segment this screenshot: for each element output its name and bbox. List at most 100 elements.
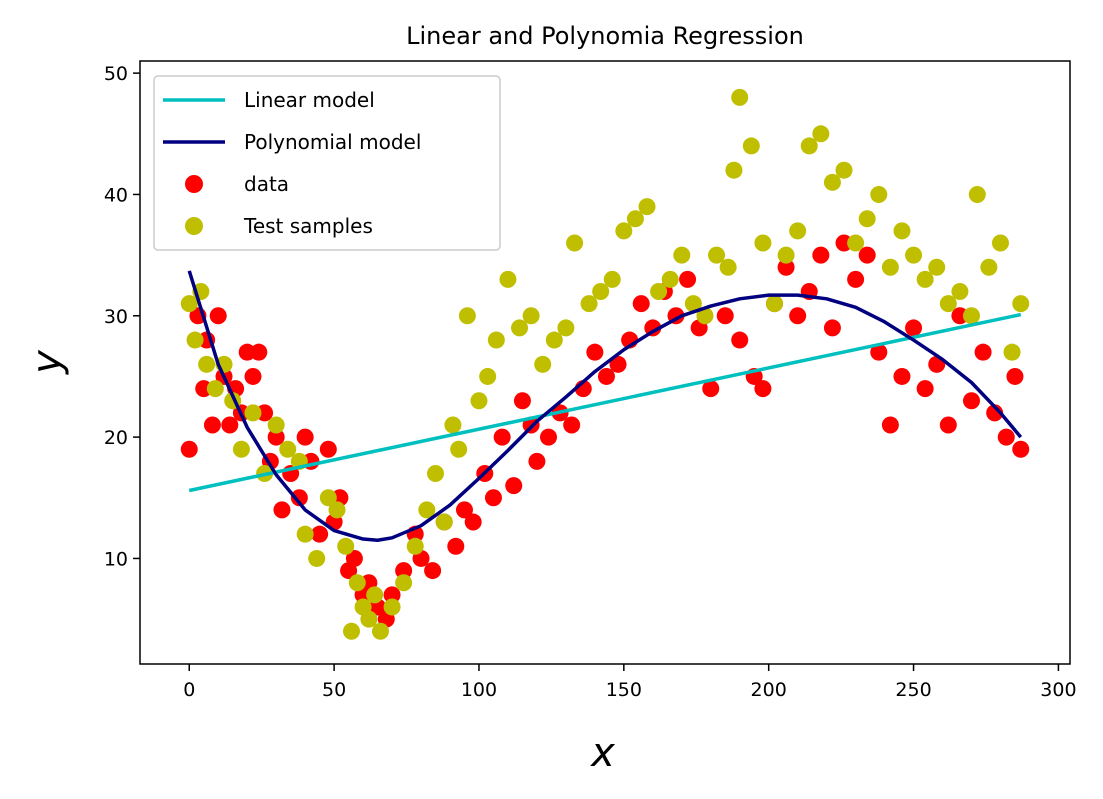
point-test-samples: [435, 513, 453, 531]
point-data: [395, 562, 413, 580]
legend-label-linear-model: Linear model: [244, 88, 375, 112]
point-test-samples: [371, 622, 389, 640]
point-data: [540, 428, 558, 446]
point-test-samples: [812, 125, 830, 143]
point-test-samples: [765, 295, 783, 313]
point-test-samples: [661, 270, 679, 288]
point-test-samples: [186, 331, 204, 349]
point-test-samples: [308, 549, 326, 567]
x-axis-ticks: 0 50 100 150 200 250 300: [183, 664, 1077, 701]
point-data: [597, 367, 615, 385]
x-axis-label: x: [589, 730, 615, 776]
point-data: [563, 416, 581, 434]
point-data: [383, 586, 401, 604]
line-linear-model: [188, 312, 1022, 493]
point-test-samples: [968, 185, 986, 203]
point-test-samples: [206, 380, 224, 398]
point-data: [754, 380, 772, 398]
y-axis-label: y: [24, 349, 70, 375]
point-test-samples: [603, 270, 621, 288]
point-data: [847, 270, 865, 288]
point-test-samples: [499, 270, 517, 288]
point-test-samples: [905, 246, 923, 264]
point-test-samples: [847, 234, 865, 252]
point-data: [447, 537, 465, 555]
point-data: [789, 307, 807, 325]
point-data: [484, 489, 502, 507]
point-data: [180, 440, 198, 458]
point-data: [812, 246, 830, 264]
point-data: [319, 440, 337, 458]
point-data: [609, 355, 627, 373]
y-tick-label: 40: [104, 184, 128, 206]
point-test-samples: [991, 234, 1009, 252]
point-data: [290, 489, 308, 507]
point-test-samples: [383, 598, 401, 616]
x-tick-label: 0: [183, 679, 195, 701]
x-tick-label: 250: [895, 679, 931, 701]
y-tick-label: 30: [104, 306, 128, 328]
point-data: [513, 392, 531, 410]
point-test-samples: [348, 574, 366, 592]
legend-label-polynomial-model: Polynomial model: [244, 130, 421, 154]
point-data: [424, 562, 442, 580]
point-data: [632, 295, 650, 313]
point-data: [244, 367, 262, 385]
point-data: [939, 416, 957, 434]
point-data: [858, 246, 876, 264]
point-test-samples: [928, 258, 946, 276]
point-test-samples: [319, 489, 337, 507]
point-data: [345, 549, 363, 567]
point-data: [273, 501, 291, 519]
point-test-samples: [366, 586, 384, 604]
series-test-samples: [180, 88, 1030, 640]
point-test-samples: [395, 574, 413, 592]
x-tick-label: 300: [1040, 679, 1076, 701]
point-test-samples: [800, 137, 818, 155]
legend-swatch-test-samples: [185, 217, 203, 235]
point-data: [716, 307, 734, 325]
x-tick-label: 100: [461, 679, 497, 701]
point-data: [870, 343, 888, 361]
point-test-samples: [638, 198, 656, 216]
point-test-samples: [980, 258, 998, 276]
point-data: [311, 525, 329, 543]
point-test-samples: [893, 222, 911, 240]
point-test-samples: [754, 234, 772, 252]
point-data: [997, 428, 1015, 446]
legend-label-data: data: [244, 172, 289, 196]
point-data: [974, 343, 992, 361]
legend-swatch-data: [185, 175, 203, 193]
point-test-samples: [916, 270, 934, 288]
point-test-samples: [458, 307, 476, 325]
point-data: [505, 477, 523, 495]
point-test-samples: [858, 210, 876, 228]
point-test-samples: [962, 307, 980, 325]
line-layer: [187, 270, 1023, 542]
point-data: [986, 404, 1004, 422]
point-test-samples: [951, 283, 969, 301]
point-data: [823, 319, 841, 337]
point-test-samples: [267, 416, 285, 434]
point-data: [962, 392, 980, 410]
point-test-samples: [198, 355, 216, 373]
point-test-samples: [1003, 343, 1021, 361]
point-test-samples: [534, 355, 552, 373]
point-data: [209, 307, 227, 325]
point-test-samples: [615, 222, 633, 240]
point-data: [702, 380, 720, 398]
point-data: [679, 270, 697, 288]
point-data: [203, 416, 221, 434]
point-test-samples: [444, 416, 462, 434]
point-test-samples: [406, 537, 424, 555]
point-data: [455, 501, 473, 519]
point-test-samples: [742, 137, 760, 155]
point-data: [1006, 367, 1024, 385]
point-test-samples: [479, 367, 497, 385]
point-test-samples: [244, 404, 262, 422]
point-test-samples: [881, 258, 899, 276]
point-test-samples: [328, 501, 346, 519]
point-test-samples: [487, 331, 505, 349]
point-test-samples: [650, 283, 668, 301]
